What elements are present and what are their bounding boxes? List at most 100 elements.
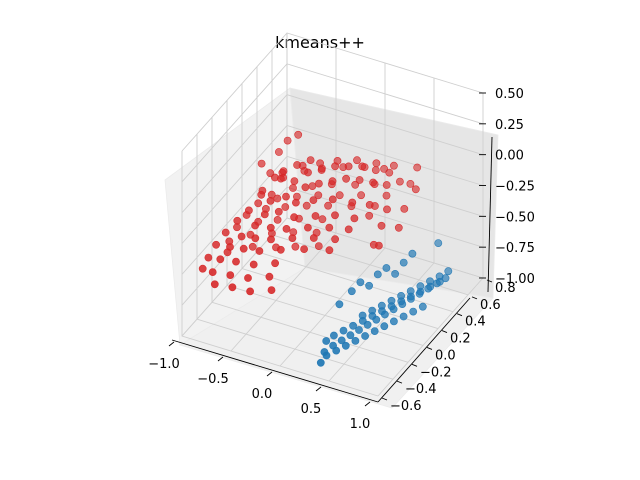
data-point-cluster-red (309, 234, 318, 242)
data-point-cluster-red (267, 286, 276, 294)
data-point-cluster-red (383, 205, 391, 214)
data-point-cluster-blue (347, 287, 356, 296)
y-tick-label: 0.0 (435, 348, 456, 363)
y-tick-label: 0.2 (450, 332, 471, 347)
data-point-cluster-red (344, 225, 353, 234)
data-point-cluster-blue (322, 337, 331, 345)
data-point-cluster-blue (372, 315, 381, 324)
data-point-cluster-red (258, 186, 267, 195)
data-point-cluster-red (244, 274, 252, 282)
data-point-cluster-red (276, 245, 285, 254)
y-tick-label: −0.2 (420, 365, 452, 380)
data-point-cluster-red (355, 176, 364, 184)
data-point-cluster-blue (406, 292, 415, 301)
data-point-cluster-red (239, 244, 248, 253)
data-point-cluster-red (324, 201, 332, 210)
data-point-cluster-blue (363, 320, 372, 329)
y-tick-mark (471, 296, 478, 300)
data-point-cluster-red (282, 224, 291, 233)
data-point-cluster-red (344, 162, 353, 171)
x-tick-mark (364, 401, 371, 407)
x-tick-label: 1.0 (350, 417, 371, 432)
data-point-cluster-blue (332, 346, 341, 355)
data-point-cluster-red (351, 180, 360, 189)
data-point-cluster-blue (373, 270, 382, 279)
z-grid-line (181, 63, 484, 183)
data-point-cluster-blue (382, 264, 391, 272)
y-tick-label: −0.6 (390, 399, 422, 414)
x-tick-mark (217, 356, 224, 362)
z-tick-label: −0.75 (495, 241, 535, 256)
data-point-cluster-red (331, 162, 339, 171)
data-point-cluster-blue (409, 307, 418, 316)
data-point-cluster-red (279, 167, 288, 175)
data-point-cluster-red (350, 214, 359, 223)
data-point-cluster-red (325, 246, 334, 255)
data-point-cluster-red (395, 177, 404, 186)
data-point-cluster-red (221, 228, 230, 237)
data-point-cluster-red (385, 168, 394, 177)
data-point-cluster-red (273, 194, 282, 203)
data-point-cluster-red (251, 221, 259, 230)
y-tick-mark (381, 397, 388, 401)
y-tick-mark (396, 380, 403, 384)
z-tick-label: −0.25 (495, 180, 535, 195)
data-point-cluster-blue (356, 278, 365, 287)
data-point-cluster-red (325, 223, 334, 232)
data-point-cluster-red (283, 136, 292, 145)
z-grid-line (181, 32, 484, 152)
x-tick-label: 0.5 (301, 402, 322, 417)
points-layer (198, 130, 453, 367)
data-point-cluster-blue (418, 302, 427, 311)
data-point-cluster-red (374, 241, 383, 250)
data-point-cluster-red (389, 161, 398, 170)
z-axis-line (487, 136, 493, 293)
data-point-cluster-red (328, 177, 337, 186)
data-point-cluster-red (353, 156, 361, 165)
data-point-cluster-blue (322, 351, 331, 360)
data-point-cluster-red (290, 213, 298, 222)
data-point-cluster-red (316, 159, 324, 168)
y-tick-mark (486, 279, 493, 283)
y-tick-label: 0.4 (465, 315, 486, 330)
data-point-cluster-blue (335, 300, 344, 309)
axis-lines (171, 136, 493, 403)
z-grid-line (181, 186, 484, 306)
data-point-cluster-red (293, 161, 301, 169)
data-point-cluster-red (369, 178, 377, 187)
data-point-cluster-red (274, 207, 283, 216)
z-grid-line (181, 155, 484, 275)
data-point-cluster-blue (434, 239, 443, 247)
data-point-cluster-red (309, 196, 318, 204)
data-point-cluster-blue (389, 305, 398, 314)
data-point-cluster-red (377, 221, 386, 230)
y-tick-label: −0.4 (405, 382, 437, 397)
x-tick-mark (168, 341, 175, 347)
data-point-cluster-red (255, 247, 264, 255)
x-tick-label: −1.0 (148, 357, 180, 372)
data-point-cluster-blue (316, 358, 325, 367)
data-point-cluster-red (249, 260, 258, 269)
data-point-cluster-red (394, 223, 403, 232)
z-grid-line (181, 217, 484, 337)
data-point-cluster-red (226, 271, 235, 279)
data-point-cluster-red (266, 196, 275, 205)
data-point-cluster-blue (351, 336, 360, 345)
data-point-cluster-red (260, 210, 269, 219)
data-point-cluster-red (302, 201, 311, 210)
data-point-cluster-blue (380, 310, 389, 319)
data-point-cluster-red (411, 185, 420, 194)
y-tick-mark (441, 330, 448, 333)
data-point-cluster-red (372, 159, 381, 168)
z-tick-label: −1.00 (495, 272, 535, 287)
data-point-cluster-red (371, 166, 380, 174)
x-tick-mark (315, 386, 322, 392)
data-point-cluster-blue (416, 287, 425, 296)
data-point-cluster-red (306, 156, 315, 164)
data-point-cluster-red (290, 177, 299, 185)
data-point-cluster-blue (426, 282, 435, 291)
data-point-cluster-blue (370, 327, 379, 335)
data-point-cluster-blue (361, 332, 369, 340)
data-point-cluster-red (382, 181, 391, 189)
